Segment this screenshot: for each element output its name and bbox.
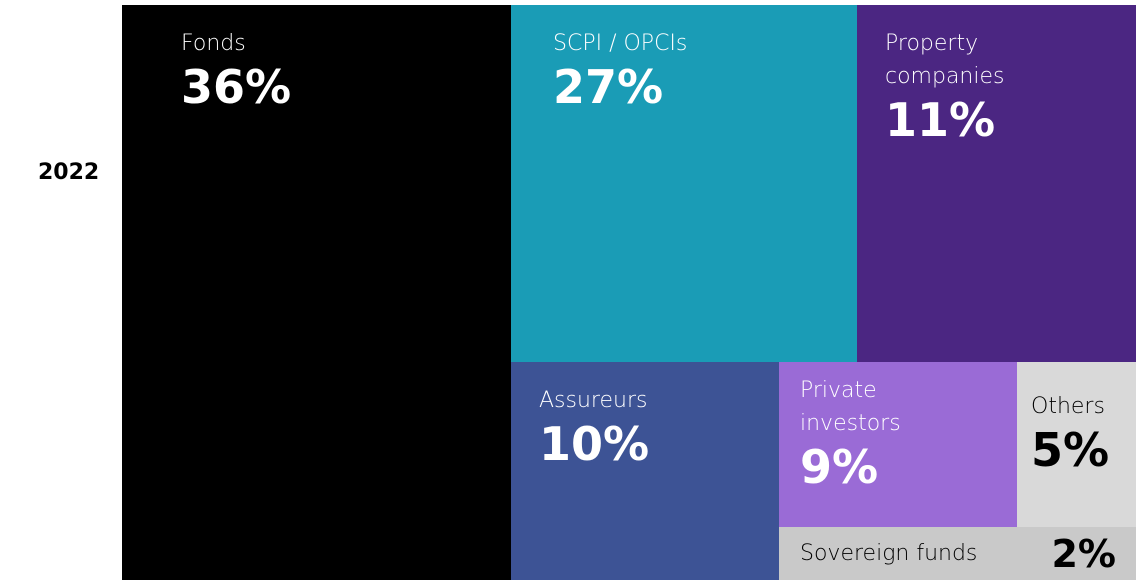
tile: Sovereign funds 2%	[779, 527, 1136, 580]
tile: SCPI / OPCIs 27%	[511, 5, 857, 362]
tile-label: Assureurs	[539, 388, 648, 413]
tile-row: Sovereign funds 2%	[800, 527, 1116, 580]
tile-label: Private investors	[800, 378, 901, 436]
tile-label: Others	[1031, 394, 1105, 419]
tile-label: Property companies	[885, 31, 1005, 89]
year-label: 2022	[38, 160, 100, 185]
tile-label: Fonds	[181, 31, 246, 56]
tile: Property companies 11%	[857, 5, 1136, 362]
tile: Assureurs 10%	[511, 362, 779, 580]
tile-value: 5%	[1031, 423, 1110, 477]
tile-value: 36%	[181, 60, 292, 114]
tile-label: Sovereign funds	[800, 541, 978, 566]
tile-label: SCPI / OPCIs	[553, 31, 688, 56]
tile-value: 10%	[539, 417, 650, 471]
tile: Fonds 36%	[122, 5, 511, 580]
tile: Others 5%	[1017, 362, 1136, 527]
tile-value: 11%	[885, 93, 996, 147]
tile-value: 2%	[1051, 531, 1116, 576]
tile: Private investors 9%	[779, 362, 1017, 527]
tile-value: 27%	[553, 60, 664, 114]
tile-value: 9%	[800, 440, 879, 494]
